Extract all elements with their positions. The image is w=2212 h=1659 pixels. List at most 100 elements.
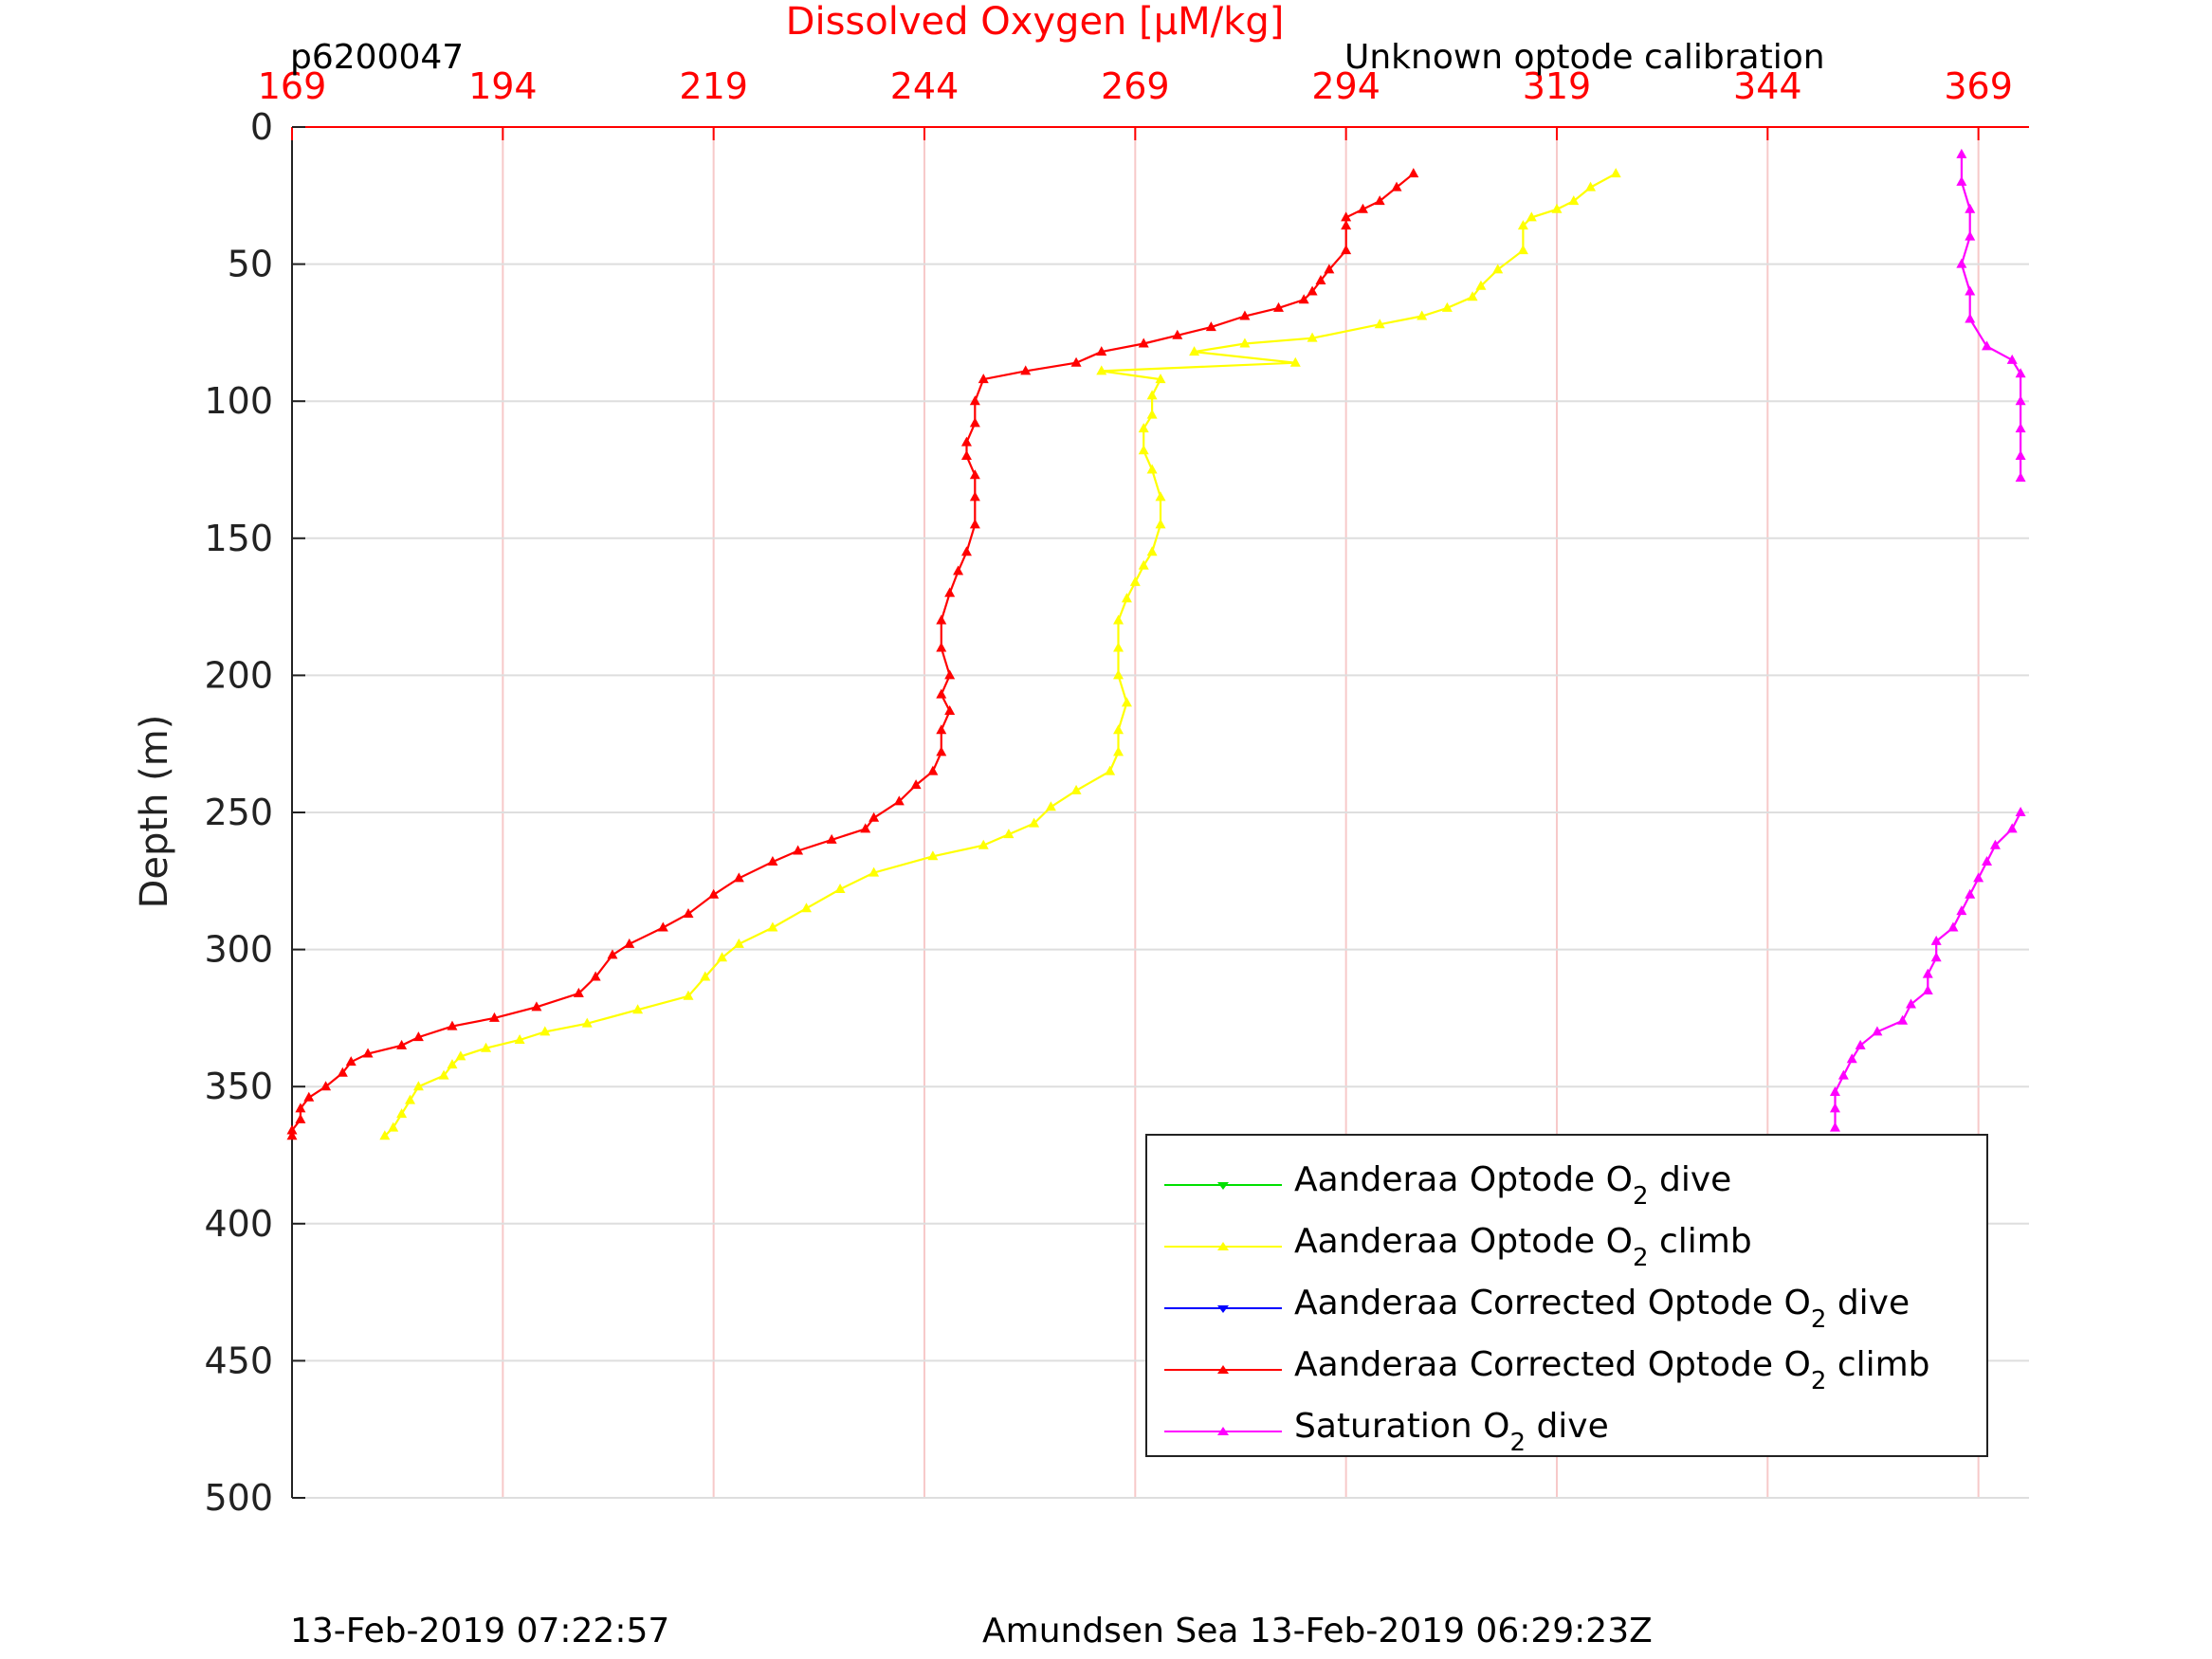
data-point <box>1146 409 1158 419</box>
data-point <box>396 1039 408 1049</box>
y-tick-label: 100 <box>204 380 273 422</box>
data-point <box>1138 423 1149 433</box>
y-tick-label: 400 <box>204 1203 273 1245</box>
y-axis-title: Depth (m) <box>133 714 176 909</box>
data-point <box>1846 1053 1857 1064</box>
data-point <box>1205 321 1216 332</box>
data-point <box>1289 356 1301 367</box>
data-point <box>1930 952 1942 962</box>
data-point <box>1855 1039 1866 1049</box>
data-point <box>1922 968 1933 978</box>
data-point <box>944 587 956 597</box>
data-point <box>944 669 956 680</box>
data-point <box>1113 724 1124 735</box>
y-tick-label: 500 <box>204 1477 273 1519</box>
data-point <box>657 921 668 932</box>
x-axis-title: Dissolved Oxygen [μM/kg] <box>0 0 2141 44</box>
data-point <box>1956 905 1967 916</box>
data-point <box>1467 291 1478 301</box>
data-point <box>1956 258 1967 268</box>
series-1 <box>286 168 1419 1140</box>
data-point <box>1138 445 1149 455</box>
data-point <box>1070 784 1082 794</box>
data-point <box>1070 356 1082 367</box>
x-tick-label: 369 <box>1944 65 2013 107</box>
data-point <box>1003 829 1015 839</box>
data-point <box>2006 354 2018 364</box>
data-point <box>1391 181 1402 191</box>
y-tick-label: 350 <box>204 1066 273 1107</box>
data-point <box>733 872 744 883</box>
data-point <box>1324 264 1335 274</box>
data-point <box>978 374 989 384</box>
data-point <box>455 1050 466 1061</box>
data-point <box>1189 346 1200 356</box>
data-point <box>826 833 837 844</box>
data-point <box>969 469 980 480</box>
data-point <box>700 971 711 981</box>
data-point <box>683 908 694 919</box>
x-tick-label: 194 <box>468 65 538 107</box>
data-point <box>1829 1103 1840 1113</box>
data-point <box>893 795 905 806</box>
data-point <box>834 883 846 893</box>
data-point <box>1138 337 1149 348</box>
data-point <box>868 866 880 877</box>
data-point <box>1298 294 1309 304</box>
data-point <box>2015 368 2026 378</box>
y-tick-label: 0 <box>250 106 273 148</box>
data-point <box>1129 576 1141 587</box>
data-point <box>800 902 812 913</box>
data-point <box>969 395 980 406</box>
legend-swatch <box>1164 1427 1282 1435</box>
footer-timestamp: 13-Feb-2019 07:22:57 <box>290 1612 670 1650</box>
data-point <box>1441 301 1453 312</box>
data-point <box>927 765 939 775</box>
data-point <box>581 1017 593 1028</box>
data-point <box>1965 203 1976 213</box>
data-point <box>1172 329 1183 339</box>
series-0 <box>379 168 1621 1140</box>
data-point <box>286 1130 298 1140</box>
data-point <box>1526 211 1537 222</box>
x-tick-label: 269 <box>1101 65 1170 107</box>
calibration-note: Unknown optode calibration <box>1344 38 1825 77</box>
series-line <box>384 173 1617 1138</box>
legend-swatch <box>1164 1365 1282 1374</box>
x-tick-label: 219 <box>679 65 748 107</box>
data-point <box>1155 491 1166 501</box>
y-tick-label: 50 <box>228 244 273 285</box>
data-point <box>767 856 778 866</box>
data-point <box>927 850 939 861</box>
x-tick-label: 244 <box>890 65 960 107</box>
data-point <box>1973 872 1984 883</box>
data-point <box>2015 450 2026 461</box>
data-point <box>1829 1085 1840 1096</box>
plot-axes: 169 194 219 244 269 294 319 344 369 0 50 100 150 200 2… <box>204 65 2029 1519</box>
data-point <box>936 688 947 699</box>
data-point <box>1989 839 2001 849</box>
data-point <box>1965 230 1976 241</box>
data-point <box>1905 998 1916 1009</box>
data-point <box>2006 823 2018 833</box>
data-point <box>1105 765 1116 775</box>
data-point <box>936 746 947 757</box>
data-point <box>2015 472 2026 483</box>
data-point <box>1138 559 1149 570</box>
data-point <box>1045 801 1056 811</box>
data-point <box>379 1130 391 1140</box>
y-tick-label: 450 <box>204 1340 273 1381</box>
data-point <box>1374 195 1385 206</box>
x-tick-label: 319 <box>1523 65 1592 107</box>
y-tick-label: 250 <box>204 792 273 833</box>
data-point <box>481 1042 492 1052</box>
data-point <box>1947 921 1959 932</box>
data-point <box>1956 175 1967 186</box>
x-tick-label: 344 <box>1733 65 1802 107</box>
data-point <box>632 1004 644 1014</box>
data-point <box>1568 195 1580 206</box>
data-point <box>531 1001 542 1012</box>
data-point <box>953 565 964 575</box>
series-2 <box>1829 148 2026 1132</box>
data-point <box>1315 274 1326 284</box>
